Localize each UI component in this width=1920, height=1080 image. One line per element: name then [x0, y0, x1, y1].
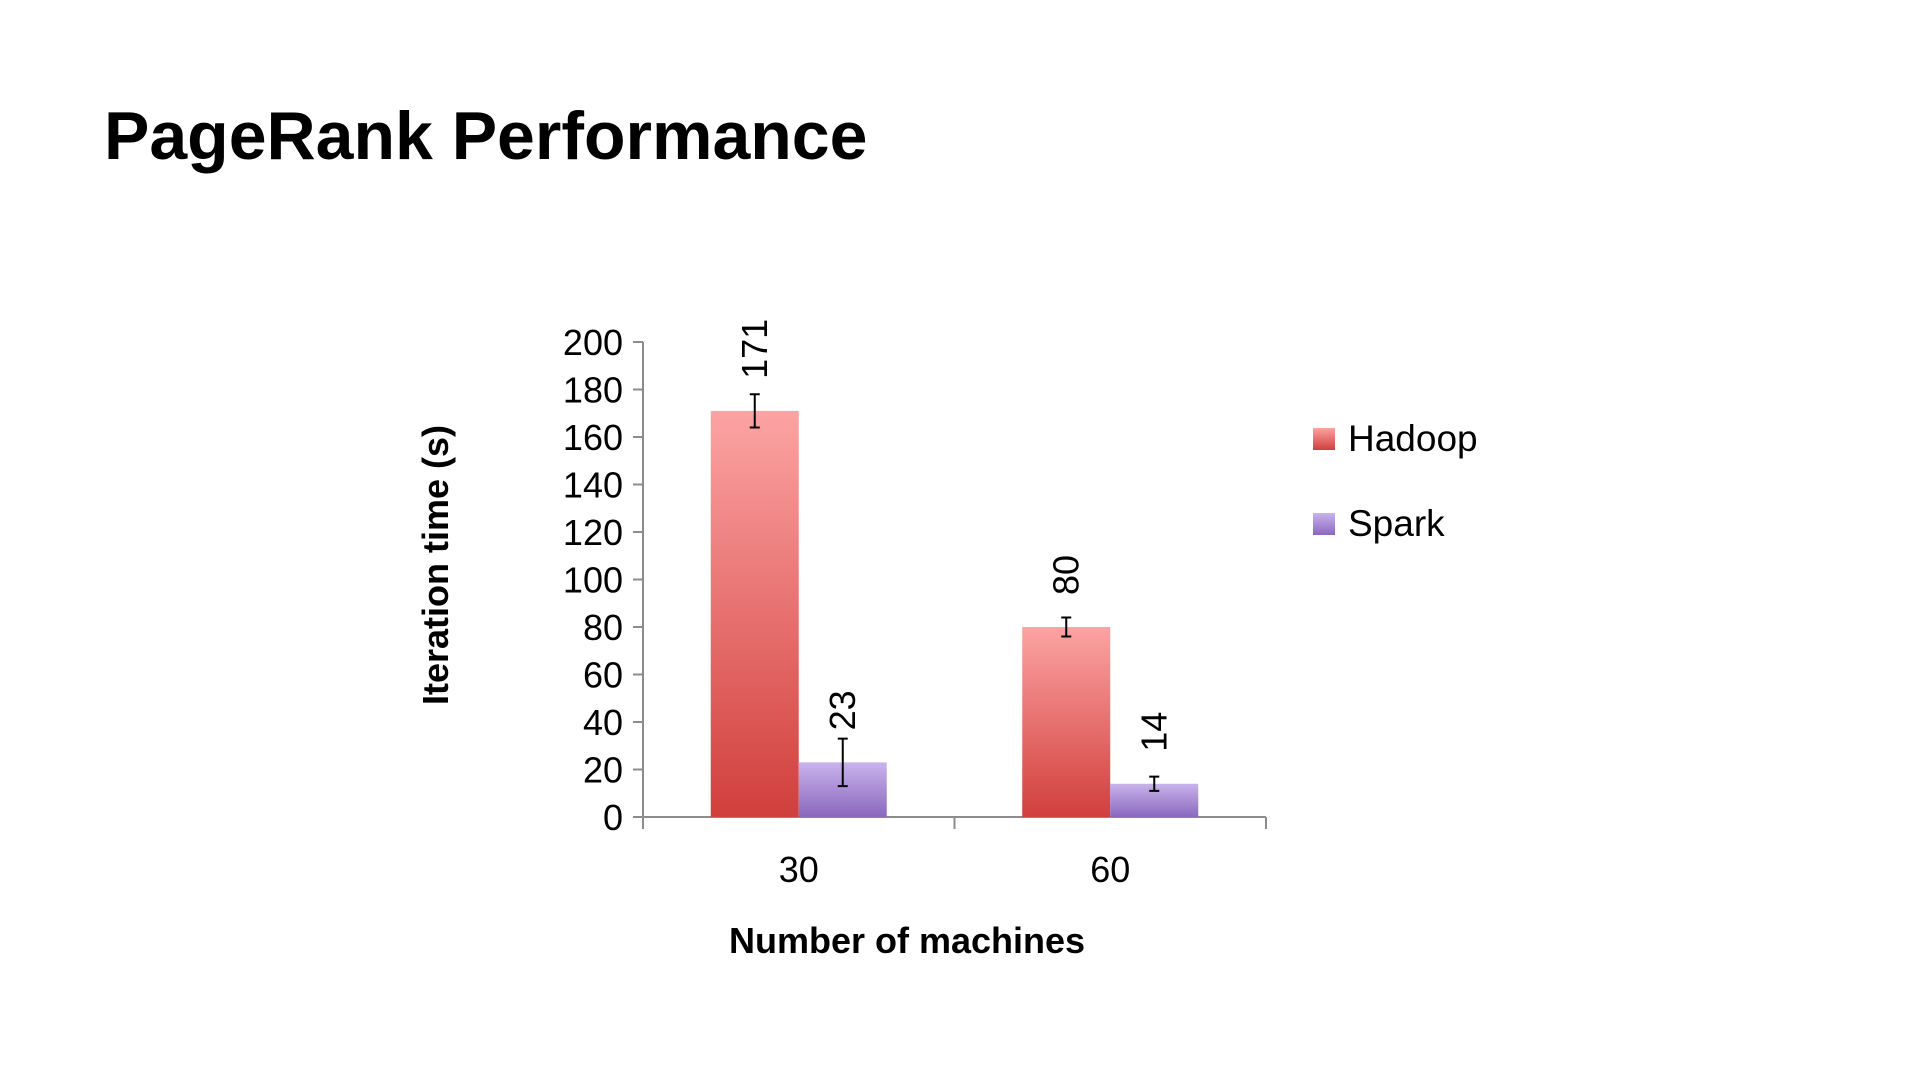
y-tick-label: 160 — [563, 417, 623, 458]
x-axis: 30 60 — [642, 816, 1267, 890]
data-label: 80 — [1045, 555, 1086, 595]
legend-label-spark: Spark — [1348, 503, 1445, 544]
y-tick-label: 0 — [603, 797, 623, 838]
legend-swatch-spark — [1313, 513, 1335, 535]
legend-label-hadoop: Hadoop — [1348, 418, 1478, 459]
y-tick-label: 20 — [583, 750, 623, 791]
slide-title: PageRank Performance — [104, 98, 868, 174]
y-axis-title: Iteration time (s) — [415, 425, 456, 705]
y-axis: 0 20 40 60 80 100 120 140 160 180 200 — [563, 322, 644, 838]
x-axis-title: Number of machines — [729, 920, 1085, 961]
error-bar-hadoop-30 — [749, 393, 760, 429]
data-label: 171 — [734, 319, 775, 379]
error-bars — [749, 393, 1160, 792]
legend: Hadoop Spark — [1313, 418, 1478, 544]
y-tick-label: 180 — [563, 370, 623, 411]
data-label: 14 — [1133, 712, 1174, 752]
y-tick-label: 120 — [563, 512, 623, 553]
data-label: 23 — [822, 690, 863, 730]
y-tick-label: 80 — [583, 607, 623, 648]
error-bar-spark-60 — [1149, 775, 1160, 792]
y-tick-label: 200 — [563, 322, 623, 363]
error-bar-spark-30 — [837, 737, 848, 788]
bar-hadoop-30 — [710, 410, 799, 817]
y-tick-label: 100 — [563, 560, 623, 601]
x-tick-label: 30 — [779, 849, 819, 890]
y-tick-label: 60 — [583, 655, 623, 696]
legend-swatch-hadoop — [1313, 428, 1335, 450]
y-tick-label: 40 — [583, 702, 623, 743]
data-labels: 171 80 23 14 — [734, 319, 1175, 752]
y-tick-label: 140 — [563, 465, 623, 506]
bar-hadoop-60 — [1022, 627, 1111, 817]
error-bar-hadoop-60 — [1061, 616, 1072, 638]
bars — [710, 410, 1199, 817]
x-tick-label: 60 — [1090, 849, 1130, 890]
